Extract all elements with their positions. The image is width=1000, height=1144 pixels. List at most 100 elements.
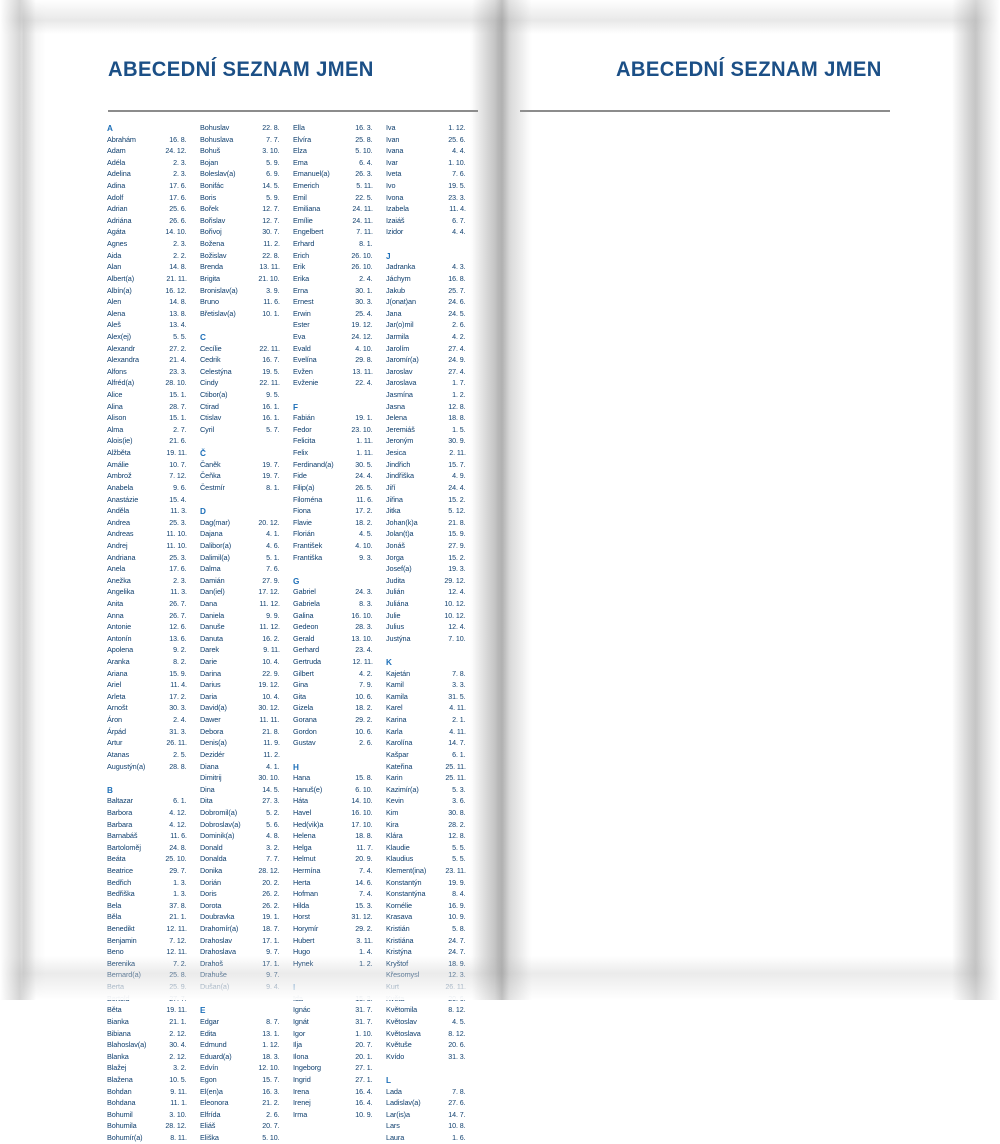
title-rule-right (520, 110, 890, 112)
entry-date: 8. 3. (359, 598, 386, 610)
entry-name: Ivan (386, 134, 401, 146)
entry-name: Bořislav (200, 215, 227, 227)
entry-name: Bohumila (107, 1120, 139, 1132)
entry-date: 22. 8. (262, 122, 293, 134)
entry-date: 22. 11. (259, 377, 293, 389)
entry-date: 15. 8. (355, 772, 386, 784)
entry-date: 18. 7. (262, 923, 293, 935)
entry-date: 30. 8. (448, 807, 479, 819)
entry-name: Adina (107, 180, 127, 192)
entry-name: Baltazar (107, 795, 135, 807)
entry-date: 18. 3. (262, 1051, 293, 1063)
entry-name: Alan (107, 261, 123, 273)
entry-date: 2. 11. (449, 447, 479, 459)
entry-name: Egon (200, 1074, 219, 1086)
entry-date: 14. 10. (352, 795, 386, 807)
entry-name: Izabela (386, 203, 411, 215)
entry-date: 16. 3. (262, 1086, 293, 1098)
entry-name: Kamil (386, 679, 406, 691)
entry-date: 19. 5. (262, 366, 293, 378)
entry-name: Elvíra (293, 134, 313, 146)
entry-name: Jiří (386, 482, 397, 494)
entry-date: 16. 8. (448, 273, 479, 285)
column-spacer (386, 1062, 479, 1074)
entry-name: Felix (293, 447, 310, 459)
entry-date: 1. 2. (359, 958, 386, 970)
entry-date: 16. 1. (262, 401, 293, 413)
entry-date: 14. 5. (262, 784, 293, 796)
entry-date: 18. 8. (448, 412, 479, 424)
entry-date: 29. 2. (355, 923, 386, 935)
entry-name: Bohuš (200, 145, 222, 157)
letter-heading: A (107, 122, 200, 134)
name-entry-row: Bohumír(a)8. 11. (107, 1132, 200, 1144)
entry-name: Brigita (200, 273, 222, 285)
entry-date: 16. 3. (355, 122, 386, 134)
entry-date: 10. 5. (169, 1074, 200, 1086)
entry-date: 22. 9. (262, 668, 293, 680)
entry-name: Křesomysl (386, 969, 421, 981)
entry-name: Elza (293, 145, 309, 157)
entry-date: 23. 11. (445, 865, 479, 877)
name-entry-row: Dobroslav(a)5. 6. (200, 819, 293, 831)
entry-name: Dimitrij (200, 772, 223, 784)
entry-name: Helga (293, 842, 313, 854)
entry-name: Cindy (200, 377, 220, 389)
entry-name: Božislav (200, 250, 228, 262)
entry-name: Kristiána (386, 935, 415, 947)
name-entry-row: Bronislav(a)3. 9. (200, 285, 293, 297)
entry-date: 30. 12. (259, 702, 293, 714)
entry-date: 10. 12. (445, 598, 479, 610)
entry-name: Bohumil (107, 1109, 135, 1121)
entry-date: 2. 4. (173, 714, 200, 726)
entry-name: Aleš (107, 319, 123, 331)
entry-name: Eduard(a) (200, 1051, 233, 1063)
entry-date: 7. 9. (359, 679, 386, 691)
entry-date: 4. 5. (452, 1016, 479, 1028)
entry-date: 15. 3. (355, 900, 386, 912)
letter-heading: F (293, 401, 386, 413)
entry-date: 4. 5. (359, 528, 386, 540)
entry-date: 27. 4. (448, 343, 479, 355)
entry-date: 3. 2. (173, 1062, 200, 1074)
entry-date: 10. 6. (355, 726, 386, 738)
entry-name: Běla (107, 911, 123, 923)
entry-date: 8. 12. (448, 1004, 479, 1016)
entry-name: Dalibor(a) (200, 540, 233, 552)
entry-date: 11. 2. (263, 238, 293, 250)
letter-heading: L (386, 1074, 479, 1086)
entry-name: Kevin (386, 795, 406, 807)
